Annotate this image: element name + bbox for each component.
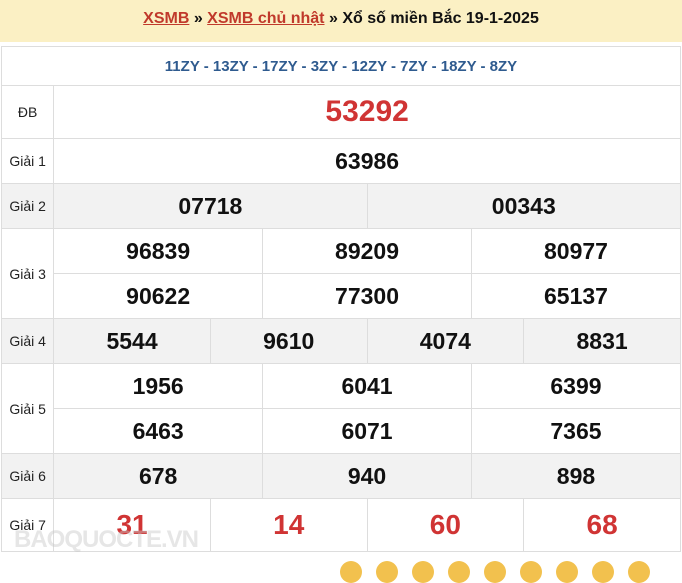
number-balls-decoration (340, 561, 650, 583)
special-prize-number: 53292 (53, 85, 681, 139)
breadcrumb-separator: » (189, 10, 208, 27)
ball-icon (448, 561, 470, 583)
prize-number: 5544 (53, 318, 211, 364)
breadcrumb: XSMB » XSMB chủ nhật » Xổ số miền Bắc 19… (0, 0, 682, 42)
prize-number: 8831 (523, 318, 681, 364)
ball-icon (484, 561, 506, 583)
table-row-g5: 6463 6071 7365 (2, 408, 682, 454)
ball-icon (376, 561, 398, 583)
ball-icon (592, 561, 614, 583)
prize-number: 14 (209, 498, 368, 552)
prize-number: 07718 (53, 183, 368, 229)
ball-icon (520, 561, 542, 583)
prize-label: Giải 6 (0, 453, 55, 499)
ball-icon (340, 561, 362, 583)
table-row-g4: Giải 4 5544 9610 4074 8831 (0, 318, 681, 364)
table-row-g3: Giải 3 96839 89209 80977 (0, 228, 682, 319)
breadcrumb-xsmb-sunday-link[interactable]: XSMB chủ nhật (207, 10, 325, 27)
table-row-g3: 90622 77300 65137 (2, 273, 682, 319)
breadcrumb-separator: » (324, 10, 343, 27)
prize-number: 940 (262, 453, 472, 499)
prize-number: 60 (366, 498, 525, 552)
prize-label: Giải 1 (0, 138, 55, 184)
lottery-codes: 11ZY - 13ZY - 17ZY - 3ZY - 12ZY - 7ZY - … (1, 46, 681, 86)
prize-number: 31 (53, 498, 211, 552)
prize-number: 68 (523, 498, 681, 552)
prize-number: 7365 (470, 408, 682, 454)
prize-number: 90622 (53, 273, 264, 319)
page-title: Xổ số miền Bắc 19-1-2025 (342, 10, 539, 27)
prize-number: 1956 (53, 363, 264, 409)
table-row-g6: Giải 6 678 940 898 (0, 453, 682, 499)
results-table: 11ZY - 13ZY - 17ZY - 3ZY - 12ZY - 7ZY - … (0, 46, 682, 552)
ball-icon (556, 561, 578, 583)
prize-number: 96839 (53, 228, 264, 274)
prize-label: Giải 4 (0, 318, 55, 364)
prize-label: Giải 3 (0, 228, 55, 319)
prize-number: 77300 (262, 273, 472, 319)
breadcrumb-xsmb-link[interactable]: XSMB (143, 10, 190, 27)
table-row-g7: Giải 7 31 14 60 68 (0, 498, 681, 552)
prize-number: 6071 (262, 408, 472, 454)
prize-label: Giải 7 (0, 498, 55, 552)
prize-label: Giải 5 (0, 363, 55, 454)
prize-label: Giải 2 (0, 183, 55, 229)
prize-number: 00343 (366, 183, 682, 229)
ball-icon (628, 561, 650, 583)
prize-number: 678 (53, 453, 264, 499)
prize-number: 6041 (262, 363, 472, 409)
prize-number: 898 (470, 453, 682, 499)
prize-number: 4074 (366, 318, 525, 364)
table-row-g2: Giải 2 07718 00343 (0, 183, 682, 229)
ball-icon (412, 561, 434, 583)
prize-number: 6399 (470, 363, 682, 409)
prize-number: 9610 (209, 318, 368, 364)
table-row-g5: Giải 5 1956 6041 6399 (0, 363, 682, 454)
prize-number: 6463 (53, 408, 264, 454)
prize-number: 65137 (470, 273, 682, 319)
table-row-db: ĐB 53292 (0, 85, 681, 139)
prize-number: 63986 (53, 138, 681, 184)
prize-number: 80977 (470, 228, 682, 274)
table-row-g1: Giải 1 63986 (0, 138, 681, 184)
prize-number: 89209 (262, 228, 472, 274)
prize-label: ĐB (0, 85, 55, 139)
